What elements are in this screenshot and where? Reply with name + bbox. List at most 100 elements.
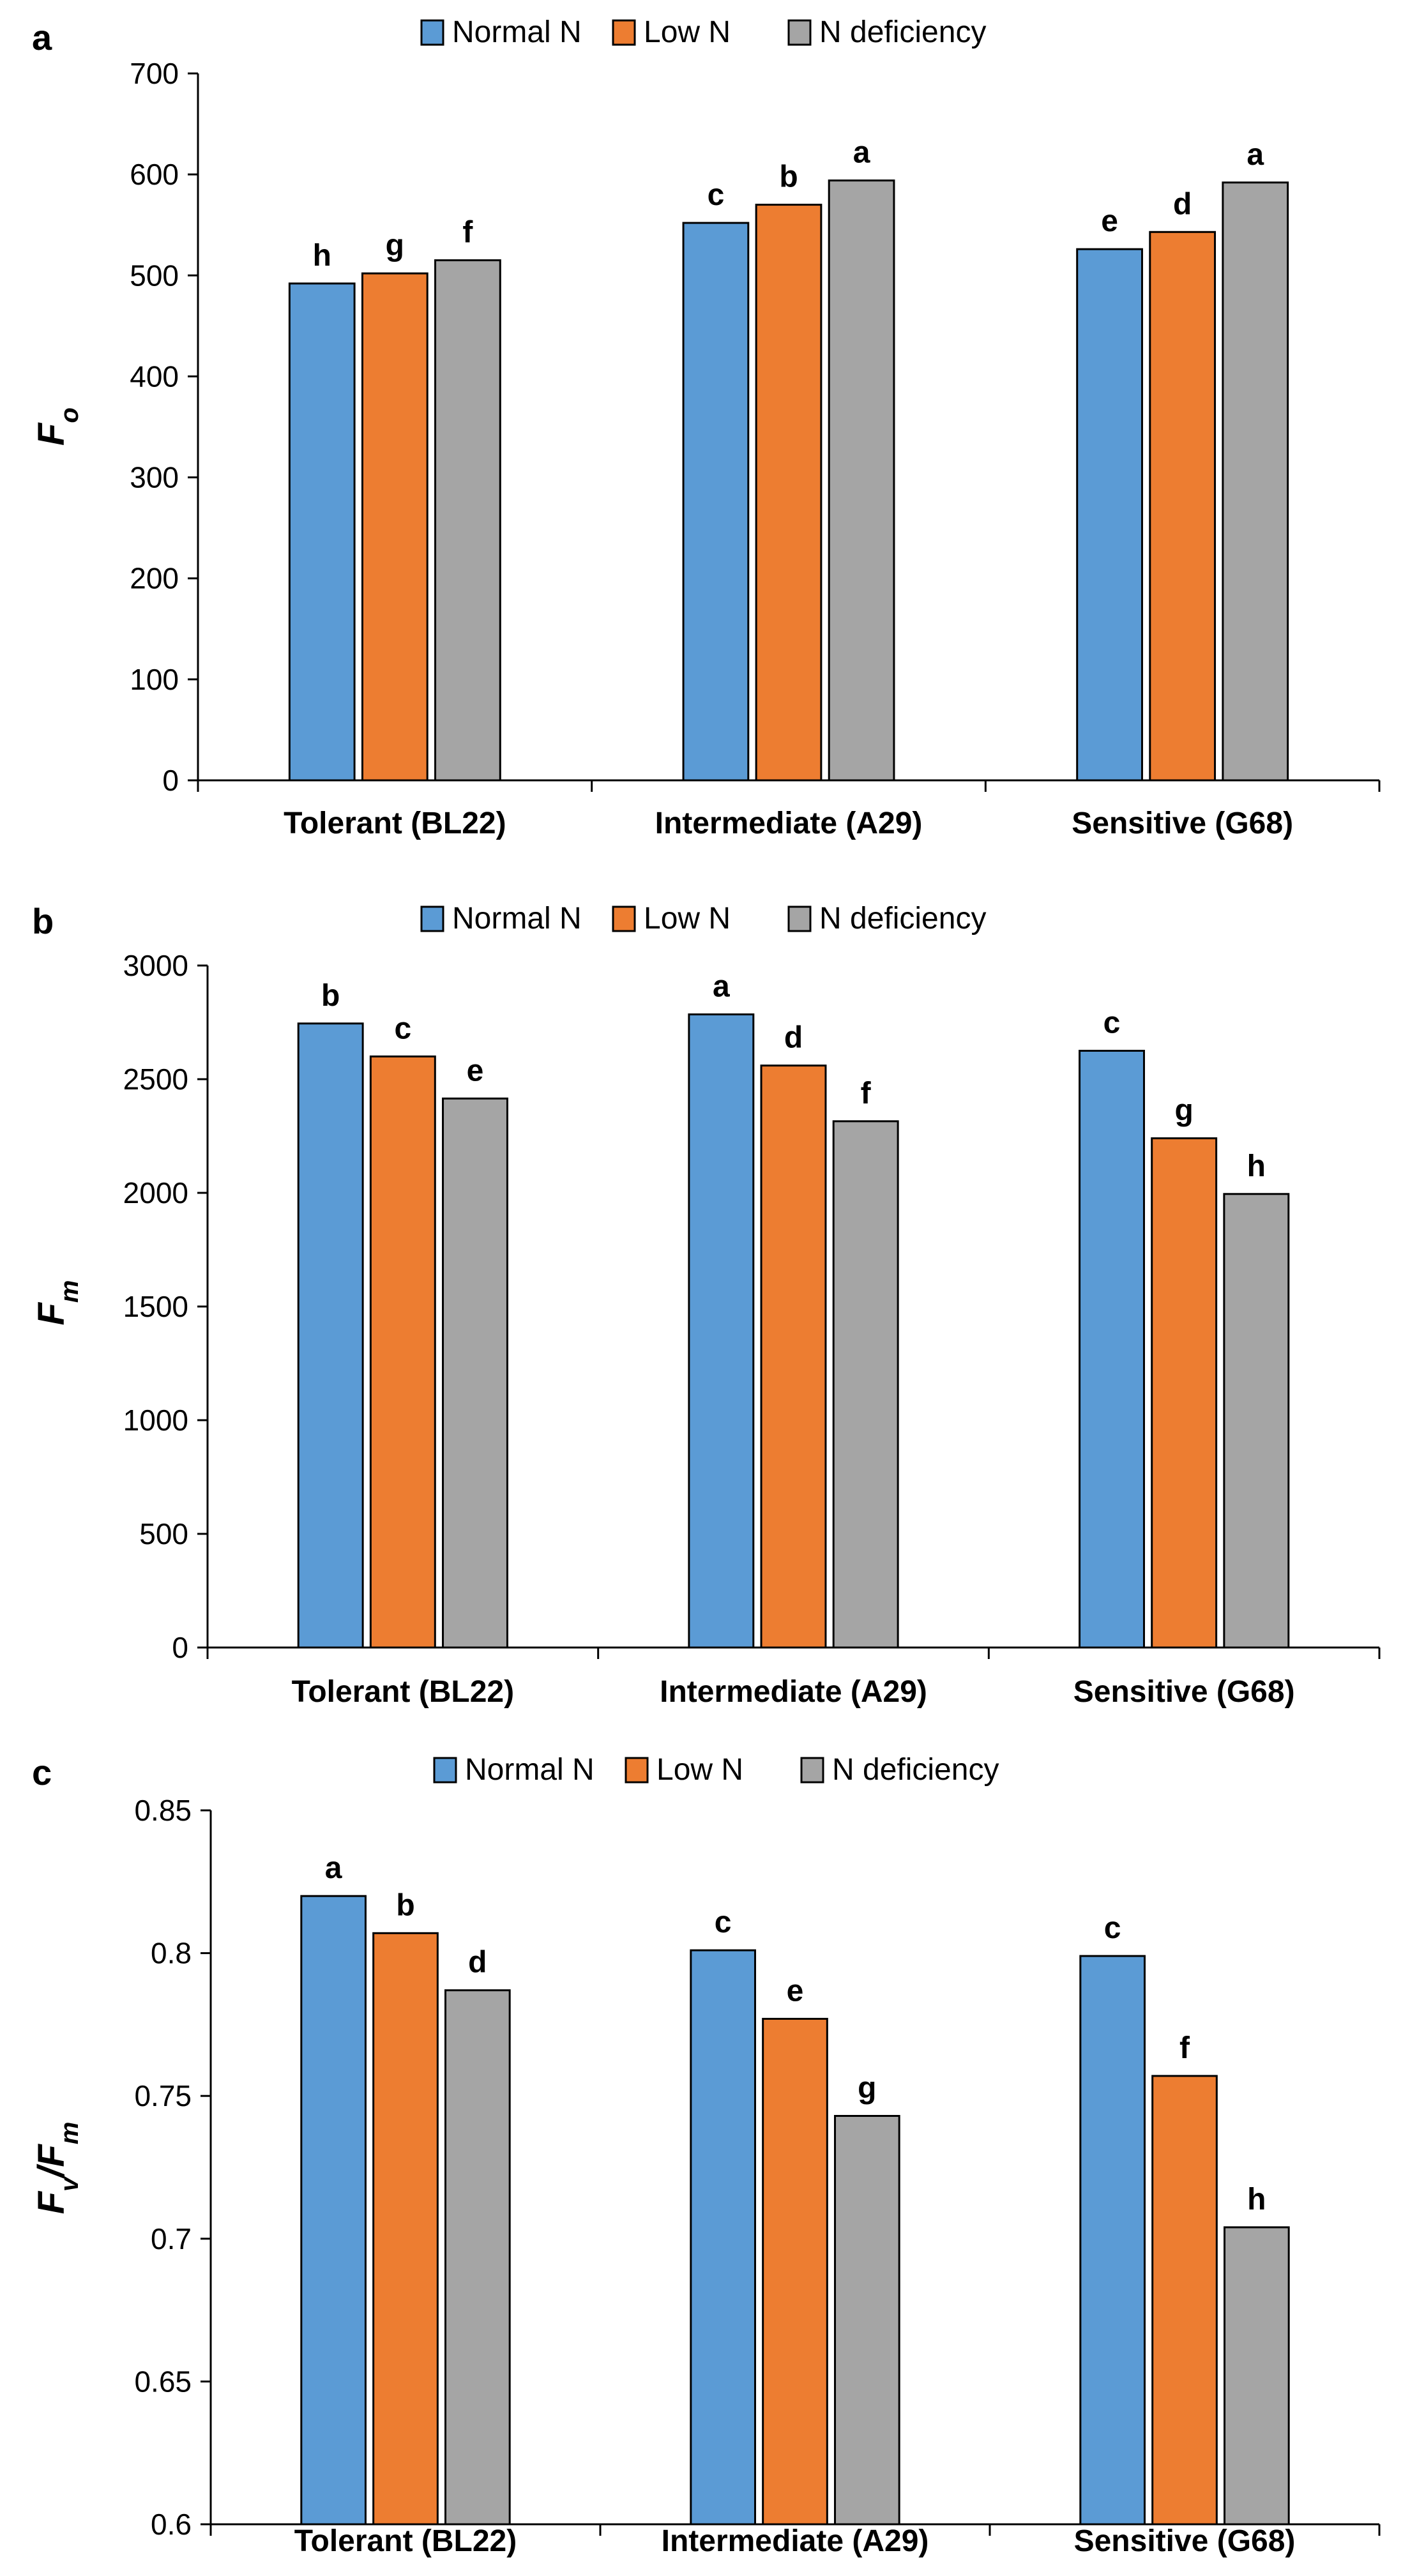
panel-letter: a: [32, 17, 52, 57]
legend-swatch-0: [433, 1757, 457, 1784]
significance-letter: a: [853, 136, 870, 170]
bar-n-deficiency: [434, 259, 501, 782]
legend-swatch-2: [800, 1757, 824, 1784]
bar-n-deficiency: [1223, 1193, 1290, 1649]
significance-letter: f: [861, 1077, 872, 1110]
y-tick-label: 500: [130, 259, 179, 292]
bar-low-n: [1149, 231, 1217, 782]
chart-panel-c: c Normal N Low N N deficiency 0.6 0.65 0.7 0.75…: [31, 1752, 1381, 2558]
y-tick-label: 600: [130, 158, 179, 191]
bar-low-n: [361, 272, 428, 782]
significance-letter: a: [1247, 138, 1264, 172]
category-label: Intermediate (A29): [660, 1675, 927, 1709]
panel-letter: b: [32, 901, 54, 941]
legend-label-1: Low N: [656, 1753, 743, 1787]
y-tick-label: 0.6: [151, 2508, 192, 2541]
y-tick-label: 1500: [123, 1290, 188, 1323]
significance-letter: c: [1103, 1006, 1121, 1040]
significance-letter: b: [396, 1888, 414, 1922]
y-tick-label: 100: [130, 663, 179, 696]
y-axis-label: Fv/Fm: [31, 2122, 84, 2215]
bar-normal-n: [688, 1013, 755, 1649]
legend: Normal N Low N N deficiency: [420, 902, 986, 936]
bar-low-n: [369, 1055, 436, 1649]
y-axis-label: Fo: [31, 407, 84, 446]
bar-normal-n: [1079, 1955, 1146, 2526]
category-label: Sensitive (G68): [1074, 2524, 1296, 2558]
bar-n-deficiency: [1224, 2226, 1290, 2526]
significance-letter: a: [325, 1851, 342, 1885]
significance-letter: d: [1173, 187, 1192, 221]
y-tick-label: 300: [130, 461, 179, 494]
legend-label-2: N deficiency: [819, 902, 986, 936]
category-label: Sensitive (G68): [1073, 1675, 1295, 1709]
panel-letter: c: [32, 1752, 52, 1792]
y-tick-label: 0.7: [151, 2222, 192, 2255]
category-label: Tolerant (BL22): [294, 2524, 517, 2558]
bar-low-n: [372, 1932, 439, 2526]
legend-swatch-0: [420, 19, 444, 46]
y-tick-label: 2000: [123, 1176, 188, 1209]
legend: Normal N Low N N deficiency: [420, 15, 986, 49]
significance-letter: e: [467, 1054, 484, 1087]
bar-low-n: [755, 204, 822, 782]
significance-letter: b: [321, 979, 340, 1013]
chart-panel-b: b Normal N Low N N deficiency 0 500 1000 1500 20…: [31, 901, 1381, 1709]
legend-label-0: Normal N: [465, 1753, 595, 1787]
category-label: Intermediate (A29): [655, 807, 923, 840]
bar-normal-n: [300, 1895, 367, 2526]
bar-normal-n: [1076, 248, 1143, 782]
y-tick-label: 200: [130, 562, 179, 595]
legend-label-0: Normal N: [452, 15, 582, 49]
bar-normal-n: [288, 282, 356, 782]
bar-normal-n: [297, 1022, 364, 1649]
y-tick-label: 0.75: [134, 2079, 192, 2112]
y-tick-label: 700: [130, 57, 179, 90]
significance-letter: d: [784, 1021, 803, 1055]
legend-swatch-0: [420, 905, 444, 932]
bar-n-deficiency: [834, 2115, 900, 2526]
significance-letter: g: [1175, 1094, 1194, 1128]
significance-letter: c: [708, 178, 725, 212]
significance-letter: e: [787, 1974, 804, 2008]
significance-letter: h: [1247, 1149, 1266, 1183]
significance-letter: f: [1179, 2031, 1190, 2065]
bar-low-n: [762, 2017, 828, 2526]
bar-low-n: [1151, 1137, 1218, 1649]
significance-letter: e: [1101, 204, 1118, 238]
significance-letter: h: [313, 239, 331, 273]
significance-letter: a: [713, 970, 730, 1004]
bar-n-deficiency: [1222, 181, 1289, 782]
bar-n-deficiency: [832, 1120, 899, 1649]
legend-swatch-1: [612, 905, 636, 932]
legend-label-1: Low N: [644, 15, 731, 49]
legend-swatch-1: [612, 19, 636, 46]
y-tick-label: 2500: [123, 1063, 188, 1096]
significance-letter: b: [779, 160, 798, 194]
chart-panel-a: a Normal N Low N N deficiency 0 100 200 300 400 5…: [31, 15, 1381, 840]
category-label: Tolerant (BL22): [292, 1675, 514, 1709]
y-tick-label: 0: [172, 1631, 188, 1664]
legend-label-1: Low N: [644, 902, 731, 936]
bar-low-n: [760, 1064, 827, 1649]
legend-label-2: N deficiency: [819, 15, 986, 49]
bar-normal-n: [682, 222, 750, 782]
bar-n-deficiency: [828, 179, 895, 782]
significance-letter: g: [858, 2072, 876, 2105]
bar-normal-n: [1079, 1050, 1145, 1649]
bar-n-deficiency: [442, 1097, 508, 1649]
y-tick-label: 0: [162, 764, 179, 797]
legend-label-0: Normal N: [452, 902, 582, 936]
significance-letter: c: [1104, 1911, 1121, 1945]
legend: Normal N Low N N deficiency: [433, 1753, 999, 1787]
y-tick-label: 3000: [123, 949, 188, 982]
category-label: Tolerant (BL22): [284, 807, 506, 840]
y-tick-label: 0.65: [134, 2365, 192, 2398]
category-label: Intermediate (A29): [662, 2524, 929, 2558]
y-tick-label: 500: [139, 1517, 188, 1550]
legend-swatch-2: [787, 19, 812, 46]
y-tick-label: 0.85: [134, 1794, 192, 1827]
significance-letter: d: [468, 1946, 487, 1980]
significance-letter: c: [394, 1011, 411, 1045]
y-tick-label: 400: [130, 360, 179, 393]
